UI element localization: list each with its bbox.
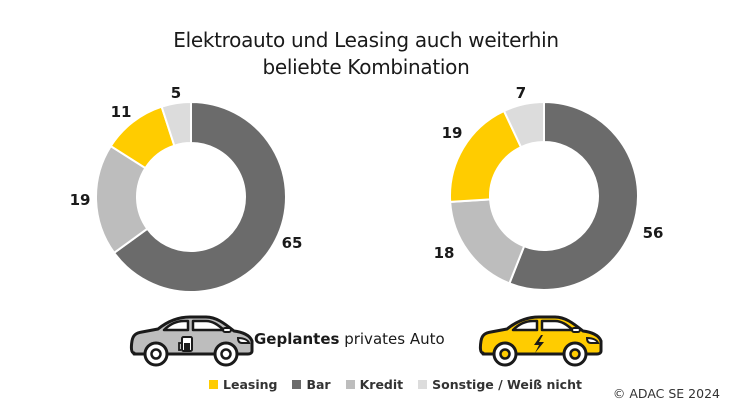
donut-segment-sonstige	[502, 100, 545, 149]
label-left-bar: 65	[281, 234, 303, 252]
chart-title-line-1: Elektroauto und Leasing auch weiterhin	[173, 28, 559, 52]
label-left-kredit: 19	[69, 191, 91, 209]
legend-item-bar: Bar	[292, 377, 331, 392]
caption-planned-car: Geplantes privates Auto	[254, 330, 445, 348]
legend-label-kredit: Kredit	[359, 377, 404, 392]
donut-segment-kredit	[449, 198, 526, 285]
label-right-kredit: 18	[433, 244, 455, 262]
legend-swatch-bar	[292, 380, 302, 389]
donut-segment-sonstige	[160, 100, 192, 147]
chart-title: Elektroauto und Leasing auch weiterhin b…	[0, 27, 732, 81]
legend-swatch-sonstige	[418, 380, 428, 389]
combustion-car-icon	[129, 315, 254, 367]
label-right-sonstige: 7	[515, 84, 527, 102]
label-right-leasing: 19	[441, 124, 463, 142]
legend-label-bar: Bar	[306, 377, 331, 392]
caption-bold: Geplantes	[254, 330, 340, 348]
chart-title-line-2: beliebte Kombination	[262, 55, 470, 79]
legend-item-sonstige: Sonstige / Weiß nicht	[418, 377, 582, 392]
copyright-notice: © ADAC SE 2024	[612, 386, 720, 401]
legend-label-leasing: Leasing	[223, 377, 278, 392]
donut-chart-electric	[449, 100, 639, 291]
caption-rest: privates Auto	[339, 330, 445, 348]
legend-item-leasing: Leasing	[209, 377, 277, 392]
label-left-leasing: 11	[110, 103, 132, 121]
label-left-sonstige: 5	[170, 84, 182, 102]
legend: Leasing Bar Kredit Sonstige / Weiß nicht	[209, 377, 582, 392]
donut-segment-bar	[112, 100, 287, 293]
donut-segment-bar	[508, 100, 639, 291]
legend-label-sonstige: Sonstige / Weiß nicht	[432, 377, 582, 392]
donut-chart-combustion	[95, 100, 287, 293]
label-right-bar: 56	[642, 224, 664, 242]
legend-swatch-kredit	[345, 380, 355, 389]
electric-car-icon	[478, 315, 603, 367]
legend-item-kredit: Kredit	[345, 377, 404, 392]
legend-swatch-leasing	[209, 380, 218, 389]
